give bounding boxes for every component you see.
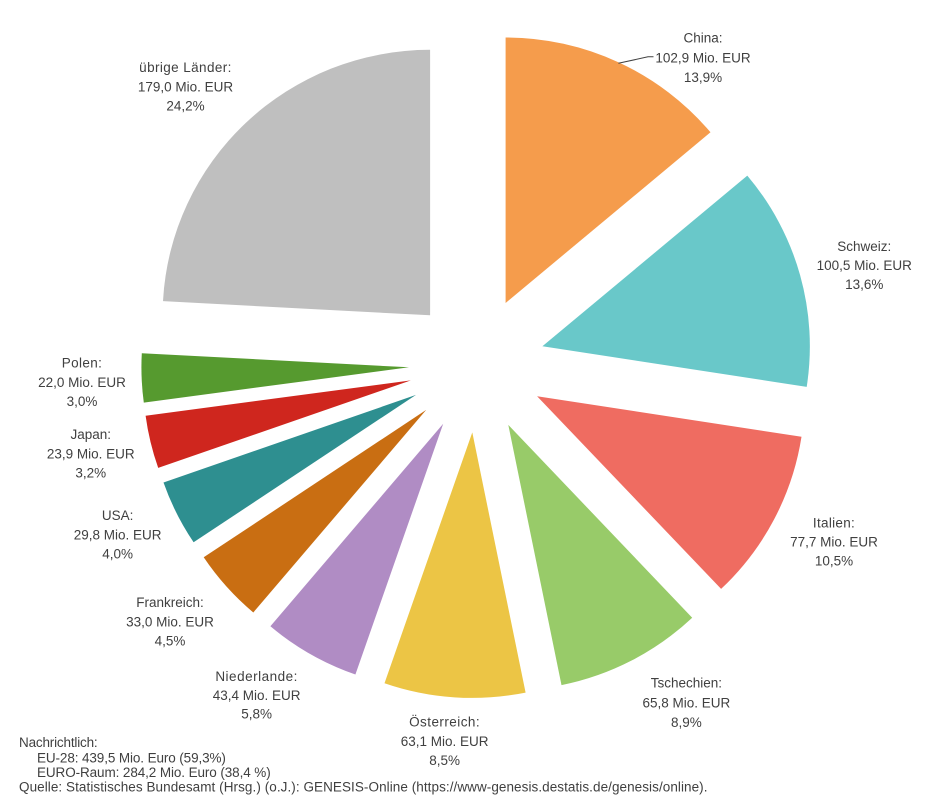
svg-text:Italien:: Italien: bbox=[813, 516, 855, 531]
svg-text:Japan:: Japan: bbox=[71, 427, 112, 442]
svg-text:Quelle: Statistisches Bundesam: Quelle: Statistisches Bundesamt (Hrsg.) … bbox=[19, 780, 708, 795]
svg-text:China:: China: bbox=[683, 31, 722, 46]
svg-text:Tschechien:: Tschechien: bbox=[651, 676, 722, 691]
svg-text:23,9 Mio. EUR: 23,9 Mio. EUR bbox=[47, 447, 135, 462]
svg-text:Niederlande:: Niederlande: bbox=[215, 669, 298, 684]
svg-text:Schweiz:: Schweiz: bbox=[837, 239, 891, 254]
svg-text:13,9%: 13,9% bbox=[684, 70, 722, 85]
svg-text:EURO-Raum: 284,2 Mio. Euro (38: EURO-Raum: 284,2 Mio. Euro (38,4 %) bbox=[37, 765, 271, 780]
svg-text:102,9 Mio. EUR: 102,9 Mio. EUR bbox=[655, 50, 751, 65]
svg-text:33,0 Mio. EUR: 33,0 Mio. EUR bbox=[126, 615, 214, 630]
svg-text:63,1 Mio. EUR: 63,1 Mio. EUR bbox=[401, 734, 489, 749]
svg-text:3,2%: 3,2% bbox=[75, 466, 106, 481]
svg-text:8,9%: 8,9% bbox=[671, 715, 702, 730]
svg-text:Nachrichtlich:: Nachrichtlich: bbox=[19, 735, 98, 750]
svg-text:4,5%: 4,5% bbox=[155, 634, 186, 649]
svg-text:4,0%: 4,0% bbox=[102, 547, 133, 562]
svg-text:77,7 Mio. EUR: 77,7 Mio. EUR bbox=[790, 535, 878, 550]
svg-text:22,0 Mio. EUR: 22,0 Mio. EUR bbox=[38, 375, 126, 390]
svg-text:übrige Länder:: übrige Länder: bbox=[139, 60, 232, 75]
svg-text:3,0%: 3,0% bbox=[67, 394, 98, 409]
svg-text:8,5%: 8,5% bbox=[429, 753, 460, 768]
svg-text:Österreich:: Österreich: bbox=[409, 715, 480, 730]
svg-text:24,2%: 24,2% bbox=[166, 99, 204, 114]
svg-text:Frankreich:: Frankreich: bbox=[136, 595, 204, 610]
svg-text:13,6%: 13,6% bbox=[845, 277, 883, 292]
svg-text:65,8 Mio. EUR: 65,8 Mio. EUR bbox=[643, 696, 731, 711]
svg-text:43,4 Mio. EUR: 43,4 Mio. EUR bbox=[213, 688, 301, 703]
svg-text:10,5%: 10,5% bbox=[815, 553, 853, 568]
svg-text:100,5 Mio. EUR: 100,5 Mio. EUR bbox=[817, 258, 913, 273]
svg-text:Polen:: Polen: bbox=[62, 356, 102, 371]
svg-text:29,8 Mio. EUR: 29,8 Mio. EUR bbox=[74, 528, 162, 543]
svg-text:179,0 Mio. EUR: 179,0 Mio. EUR bbox=[138, 80, 234, 95]
svg-text:5,8%: 5,8% bbox=[241, 707, 272, 722]
svg-text:EU-28: 439,5 Mio. Euro (59,3%): EU-28: 439,5 Mio. Euro (59,3%) bbox=[37, 750, 226, 765]
svg-text:USA:: USA: bbox=[102, 508, 134, 523]
